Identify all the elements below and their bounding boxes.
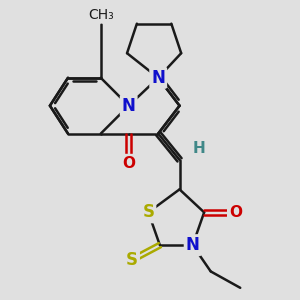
Text: S: S: [142, 203, 154, 221]
Text: O: O: [122, 156, 135, 171]
Text: H: H: [193, 141, 206, 156]
Text: O: O: [229, 205, 242, 220]
Text: N: N: [151, 69, 165, 87]
Text: CH₃: CH₃: [88, 8, 114, 22]
Text: N: N: [122, 97, 136, 115]
Text: S: S: [126, 251, 138, 269]
Text: N: N: [186, 236, 200, 254]
